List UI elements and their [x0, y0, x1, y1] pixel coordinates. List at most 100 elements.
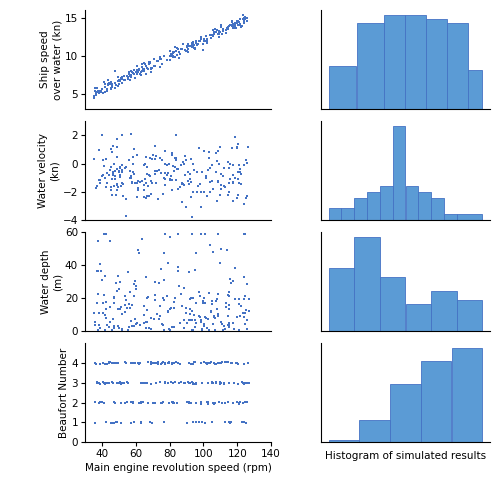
Bar: [380, 277, 406, 331]
Point: [104, 81, 112, 88]
Point: [235, 161, 243, 168]
Bar: [328, 208, 341, 220]
Point: [116, 380, 124, 388]
Point: [112, 84, 120, 92]
Point: [156, 313, 164, 321]
Point: [128, 400, 136, 408]
Point: [116, 165, 124, 172]
Point: [180, 379, 188, 387]
Point: [160, 249, 168, 257]
Point: [95, 379, 103, 387]
Point: [132, 151, 140, 159]
Point: [104, 79, 112, 87]
Bar: [342, 208, 354, 220]
Point: [196, 37, 204, 45]
Point: [168, 53, 176, 61]
Point: [225, 164, 233, 171]
Point: [94, 88, 102, 96]
Point: [208, 418, 216, 426]
Point: [127, 73, 135, 81]
Point: [94, 237, 102, 245]
Point: [146, 64, 154, 72]
Point: [132, 282, 140, 290]
Point: [186, 295, 194, 303]
Point: [241, 230, 249, 238]
Point: [208, 378, 216, 386]
Point: [196, 312, 203, 320]
Point: [230, 22, 238, 30]
Point: [216, 259, 224, 267]
Point: [167, 378, 175, 386]
Point: [122, 304, 130, 312]
Point: [214, 178, 222, 186]
Point: [135, 66, 143, 74]
Point: [91, 318, 99, 326]
Point: [157, 400, 165, 408]
Point: [134, 68, 142, 76]
Point: [202, 37, 210, 45]
Point: [229, 22, 237, 30]
Point: [118, 131, 126, 139]
Point: [104, 76, 112, 84]
Point: [133, 179, 141, 187]
Point: [222, 29, 230, 37]
Point: [224, 380, 232, 388]
Point: [232, 359, 240, 367]
Point: [176, 50, 184, 58]
Point: [132, 285, 140, 293]
Point: [118, 75, 126, 83]
Point: [149, 399, 157, 407]
Point: [125, 70, 133, 78]
Point: [170, 399, 178, 407]
Point: [96, 399, 104, 407]
Bar: [444, 214, 456, 220]
Point: [203, 192, 211, 200]
Point: [154, 359, 162, 367]
Point: [144, 163, 152, 171]
Point: [117, 74, 125, 82]
Point: [236, 327, 244, 334]
Point: [174, 282, 182, 290]
Point: [137, 68, 145, 76]
Point: [177, 45, 185, 53]
Point: [176, 182, 184, 190]
Point: [100, 299, 108, 307]
Bar: [384, 15, 406, 109]
Point: [216, 191, 224, 199]
Point: [110, 160, 118, 168]
Point: [237, 170, 245, 178]
Point: [186, 169, 194, 177]
Point: [126, 288, 134, 296]
Point: [237, 179, 245, 187]
Point: [110, 324, 118, 331]
Point: [224, 312, 232, 320]
Point: [130, 75, 138, 83]
Point: [179, 40, 187, 48]
Point: [176, 320, 184, 328]
Point: [182, 43, 190, 51]
Point: [151, 399, 159, 407]
Point: [233, 398, 241, 406]
Point: [159, 190, 167, 198]
Point: [93, 84, 101, 92]
Point: [218, 30, 226, 38]
Point: [222, 358, 230, 366]
Point: [116, 163, 124, 171]
Point: [242, 379, 250, 387]
Point: [191, 45, 199, 53]
Point: [134, 247, 142, 254]
Point: [240, 230, 248, 238]
Point: [236, 312, 244, 320]
Point: [240, 18, 248, 26]
Point: [160, 358, 168, 366]
Point: [168, 51, 175, 59]
Point: [166, 176, 174, 184]
Point: [106, 170, 114, 178]
Point: [229, 399, 237, 407]
Point: [176, 290, 184, 298]
Point: [197, 33, 205, 41]
Point: [114, 359, 122, 367]
Bar: [431, 291, 456, 331]
Point: [138, 235, 146, 243]
Point: [160, 418, 168, 426]
